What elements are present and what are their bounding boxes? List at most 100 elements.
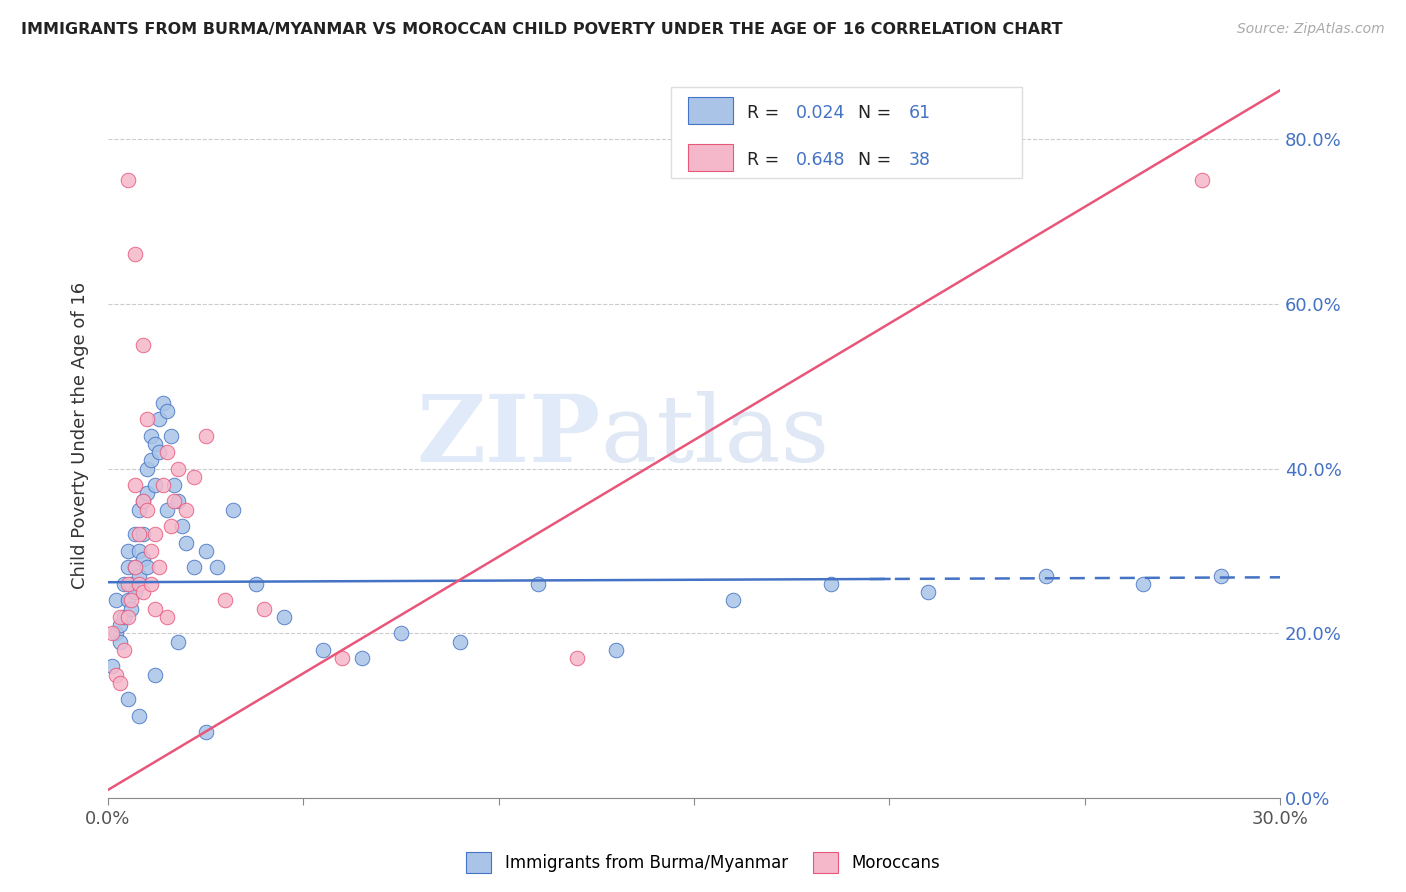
Point [136,412,159,426]
Point [101,659,124,673]
Text: R =: R = [747,151,785,169]
Point [1035,568,1057,582]
Point [108,618,131,632]
Point [139,544,162,558]
Point [112,610,135,624]
Point [120,601,142,615]
Point [148,445,170,459]
Point [183,560,205,574]
FancyBboxPatch shape [671,87,1022,178]
Point [112,577,135,591]
Point [222,502,245,516]
Point [124,560,146,574]
Point [159,519,181,533]
Point [117,577,139,591]
Text: Source: ZipAtlas.com: Source: ZipAtlas.com [1237,22,1385,37]
Point [117,173,139,187]
Point [917,585,939,599]
Text: N =: N = [858,151,897,169]
Point [108,675,131,690]
Point [132,494,155,508]
Point [194,428,217,442]
Point [104,667,127,681]
Point [117,560,139,574]
Point [167,634,190,648]
Point [132,552,155,566]
Point [721,593,744,607]
Point [155,610,177,624]
Point [526,577,548,591]
Point [128,544,150,558]
Text: 61: 61 [908,103,931,122]
Point [1211,568,1233,582]
Point [1132,577,1154,591]
Point [124,478,146,492]
Point [101,626,124,640]
Point [136,502,159,516]
Point [139,428,162,442]
Point [117,593,139,607]
Text: 0.024: 0.024 [796,103,845,122]
Y-axis label: Child Poverty Under the Age of 16: Child Poverty Under the Age of 16 [72,282,89,589]
Point [143,667,166,681]
Point [207,560,229,574]
Point [155,502,177,516]
Point [194,725,217,739]
Text: atlas: atlas [600,391,830,481]
Text: N =: N = [858,103,897,122]
Point [253,601,276,615]
Point [159,428,181,442]
Point [449,634,471,648]
Point [565,651,588,665]
Point [143,437,166,451]
Point [128,708,150,723]
Point [124,560,146,574]
Point [143,527,166,541]
Point [139,577,162,591]
Point [124,585,146,599]
Point [155,404,177,418]
Point [128,527,150,541]
Point [136,461,159,475]
Text: 38: 38 [908,151,931,169]
Point [104,593,127,607]
Point [117,544,139,558]
Point [132,338,155,352]
Legend: Immigrants from Burma/Myanmar, Moroccans: Immigrants from Burma/Myanmar, Moroccans [460,846,946,880]
Point [214,593,236,607]
Point [108,634,131,648]
Point [136,560,159,574]
Point [183,469,205,483]
Point [132,585,155,599]
Point [245,577,267,591]
Point [172,519,194,533]
Point [1191,173,1213,187]
Point [117,692,139,706]
Point [152,395,174,409]
Point [312,642,335,657]
Point [128,502,150,516]
Point [389,626,412,640]
Point [148,560,170,574]
Point [152,478,174,492]
Text: R =: R = [747,103,785,122]
Point [120,593,142,607]
Point [112,642,135,657]
Point [117,610,139,624]
Point [332,651,354,665]
Text: IMMIGRANTS FROM BURMA/MYANMAR VS MOROCCAN CHILD POVERTY UNDER THE AGE OF 16 CORR: IMMIGRANTS FROM BURMA/MYANMAR VS MOROCCA… [21,22,1063,37]
Point [163,478,186,492]
Point [167,461,190,475]
Point [820,577,842,591]
Point [167,494,190,508]
Point [132,527,155,541]
Point [155,445,177,459]
Point [128,568,150,582]
Point [148,412,170,426]
Point [136,486,159,500]
Point [194,544,217,558]
Point [174,535,197,549]
Point [273,610,295,624]
Point [143,478,166,492]
Point [124,527,146,541]
